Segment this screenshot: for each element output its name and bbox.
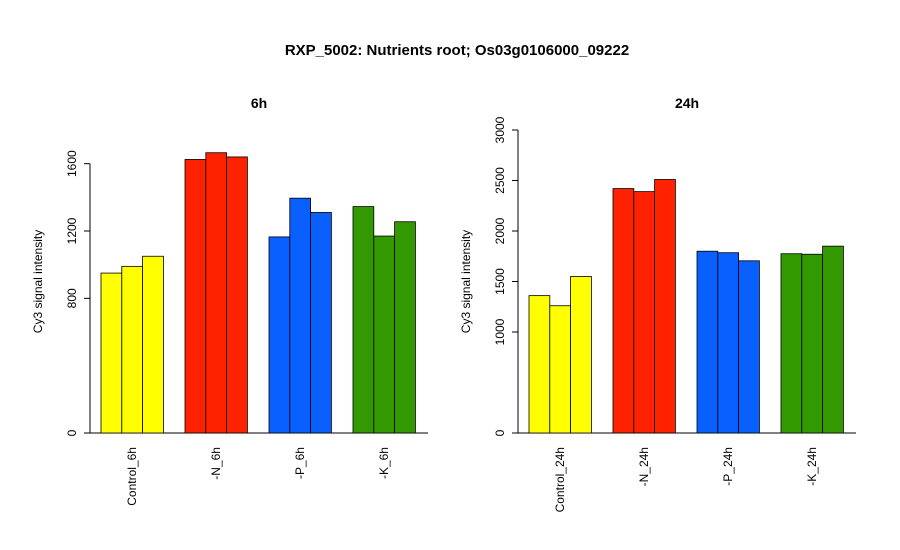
panel-24h: 24h Cy3 signal intensity 0 1000 1500 2000 2500…: [459, 95, 856, 512]
bar: [612, 188, 635, 434]
x-category-label: -P_24h: [721, 447, 735, 486]
figure-title: RXP_5002: Nutrients root; Os03g0106000_0…: [285, 42, 629, 59]
bar: [822, 245, 844, 434]
y-tick-label: 1200: [65, 217, 79, 244]
bar: [352, 206, 375, 434]
y-tick-label: 2000: [493, 217, 507, 244]
bar: [100, 272, 123, 434]
bar: [528, 295, 551, 434]
bar: [654, 179, 676, 434]
bar: [373, 235, 395, 434]
x-category-label: -N_24h: [637, 447, 651, 486]
x-category-label: -N_6h: [209, 447, 223, 480]
y-tick-label: 1600: [65, 150, 79, 177]
x-category-label: -K_6h: [377, 447, 391, 479]
bar: [226, 156, 248, 434]
x-category-label: -P_6h: [293, 447, 307, 479]
panel-6h: 6h Cy3 signal intensity 0 800 1200 1600 Contro…: [31, 95, 428, 506]
bar: [289, 197, 311, 434]
bar: [394, 221, 416, 434]
x-category-label: Control_6h: [125, 447, 139, 506]
bar: [633, 191, 655, 434]
panel-title: 6h: [251, 95, 267, 111]
bar: [205, 152, 228, 434]
bar: [121, 265, 144, 434]
y-tick-label: 1000: [493, 318, 507, 345]
y-tick-label: 1500: [493, 268, 507, 295]
y-tick-label: 3000: [493, 116, 507, 143]
bar: [738, 260, 760, 434]
x-category-label: Control_24h: [553, 447, 567, 512]
bar: [801, 253, 823, 434]
y-tick-label: 0: [493, 429, 507, 436]
y-tick-label: 800: [65, 288, 79, 308]
bar: [184, 159, 207, 434]
bar: [142, 255, 164, 434]
y-axis-label: Cy3 signal intensity: [31, 230, 45, 333]
bar: [268, 236, 291, 434]
y-tick-label: 2500: [493, 167, 507, 194]
bar: [570, 276, 592, 434]
panel-title: 24h: [675, 95, 699, 111]
y-tick-label: 0: [65, 429, 79, 436]
bar: [780, 253, 803, 434]
bar: [717, 252, 739, 434]
bar: [549, 305, 571, 434]
bar: [310, 212, 332, 434]
x-category-label: -K_24h: [805, 447, 819, 486]
bar: [696, 250, 719, 434]
y-axis-label: Cy3 signal intensity: [459, 230, 473, 333]
